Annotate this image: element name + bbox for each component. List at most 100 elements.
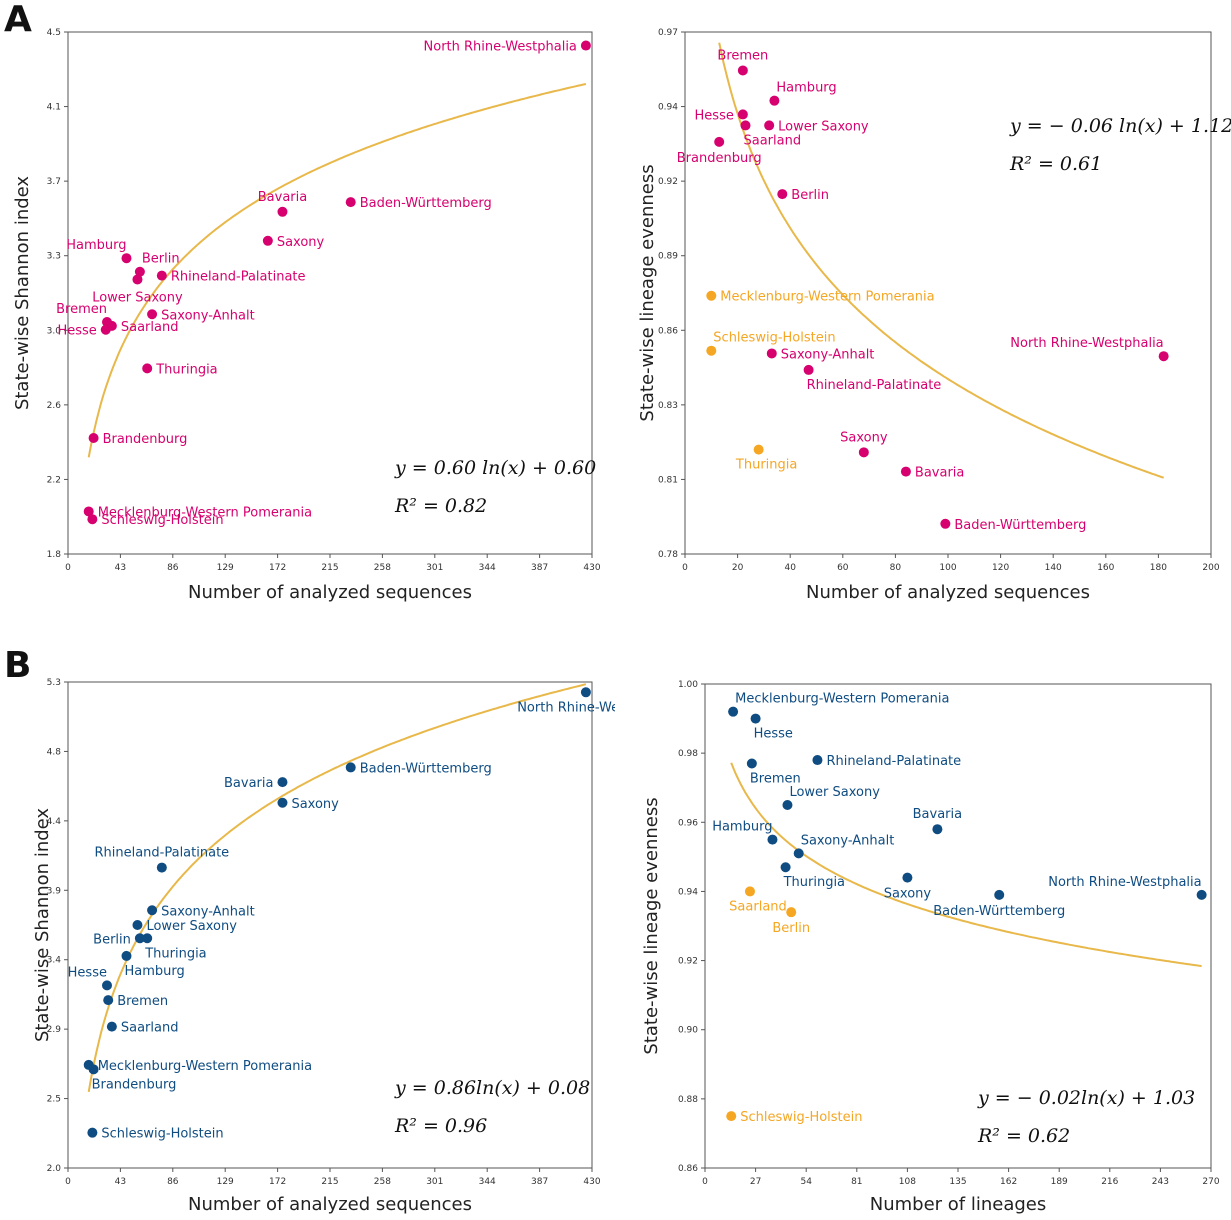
point-lower-saxony	[764, 120, 775, 131]
point-hesse	[100, 324, 111, 335]
point-thuringia	[142, 363, 153, 374]
point-saarland	[744, 886, 755, 897]
log-fit-curve	[730, 762, 1202, 968]
x-tick-label: 301	[426, 1177, 443, 1187]
point-bavaria	[277, 206, 288, 217]
label-mecklenburg-western-pomerania: Mecklenburg-Western Pomerania	[735, 692, 949, 707]
label-bremen: Bremen	[717, 48, 768, 63]
y-tick-label: 0.78	[658, 550, 678, 560]
log-fit-curve	[718, 42, 1164, 479]
x-tick-label: 135	[949, 1177, 966, 1187]
y-tick-label: 0.92	[658, 177, 678, 187]
point-saxony-anhalt	[147, 309, 158, 320]
y-tick-label: 0.89	[658, 252, 678, 262]
x-tick-label: 243	[1152, 1177, 1169, 1187]
label-north-rhine-westphalia: North Rhine-Westphalia	[1010, 336, 1163, 351]
label-thuringia: Thuringia	[783, 875, 845, 890]
x-tick-label: 270	[1202, 1177, 1219, 1187]
fit-r-squared: R² = 0.82	[394, 495, 487, 517]
point-saxony-anhalt	[793, 848, 804, 859]
point-lower-saxony	[132, 274, 143, 285]
point-schleswig-holstein	[706, 345, 717, 356]
label-saarland: Saarland	[743, 133, 801, 148]
x-axis-label: Number of analyzed sequences	[188, 1194, 472, 1215]
point-berlin	[134, 933, 145, 944]
fit-r-squared: R² = 0.96	[394, 1115, 487, 1137]
point-mecklenburg-western-pomerania	[706, 290, 717, 301]
label-saxony-anhalt: Saxony-Anhalt	[161, 308, 255, 323]
y-tick-label: 5.3	[47, 678, 61, 688]
label-lower-saxony: Lower Saxony	[789, 785, 880, 800]
label-berlin: Berlin	[791, 188, 829, 203]
y-tick-label: 0.88	[678, 1095, 698, 1105]
point-brandenburg	[88, 433, 99, 443]
y-tick-label: 0.86	[678, 1164, 698, 1174]
label-berlin: Berlin	[142, 252, 180, 267]
point-brandenburg	[714, 136, 725, 147]
fit-equation: y = 0.60 ln(x) + 0.60	[394, 457, 596, 479]
x-tick-label: 120	[992, 563, 1009, 573]
point-schleswig-holstein	[87, 514, 98, 525]
label-saxony: Saxony	[884, 887, 932, 902]
y-tick-label: 4.5	[47, 28, 61, 38]
label-saxony: Saxony	[291, 797, 339, 812]
point-lower-saxony	[782, 800, 793, 810]
point-hesse	[750, 713, 761, 724]
point-bavaria	[932, 824, 943, 835]
x-tick-label: 81	[851, 1177, 862, 1187]
label-baden-wurttemberg: Baden-Württemberg	[360, 196, 492, 211]
label-berlin: Berlin	[772, 921, 810, 936]
label-saxony-anhalt: Saxony-Anhalt	[781, 347, 875, 362]
label-schleswig-holstein: Schleswig-Holstein	[740, 1110, 862, 1125]
point-saarland	[106, 1021, 117, 1032]
x-tick-label: 129	[217, 1177, 234, 1187]
label-saxony-anhalt: Saxony-Anhalt	[161, 904, 255, 919]
fit-r-squared: R² = 0.62	[977, 1125, 1070, 1147]
x-tick-label: 140	[1045, 563, 1062, 573]
label-bremen: Bremen	[117, 994, 168, 1009]
label-bremen: Bremen	[56, 302, 107, 317]
x-tick-label: 301	[426, 563, 443, 573]
label-saxony: Saxony	[277, 235, 325, 250]
y-tick-label: 3.4	[47, 956, 62, 966]
x-tick-label: 344	[479, 563, 496, 573]
label-schleswig-holstein: Schleswig-Holstein	[101, 513, 223, 528]
label-saarland: Saarland	[729, 899, 787, 914]
y-tick-label: 4.4	[47, 817, 62, 827]
label-lower-saxony: Lower Saxony	[92, 290, 183, 305]
y-tick-label: 2.5	[47, 1095, 61, 1105]
log-fit-curve	[87, 683, 587, 1093]
label-hamburg: Hamburg	[776, 81, 836, 96]
y-tick-label: 3.7	[47, 177, 61, 187]
x-tick-label: 54	[800, 1177, 812, 1187]
point-berlin	[777, 189, 788, 200]
point-thuringia	[780, 862, 791, 873]
y-tick-label: 0.98	[678, 749, 698, 759]
label-thuringia: Thuringia	[735, 458, 797, 473]
y-axis-label: State-wise lineage evenness	[637, 164, 658, 421]
point-baden-wurttemberg	[345, 197, 356, 208]
x-tick-label: 129	[217, 563, 234, 573]
label-saxony-anhalt: Saxony-Anhalt	[801, 833, 895, 848]
y-tick-label: 2.6	[47, 401, 62, 411]
y-tick-label: 0.83	[658, 401, 678, 411]
y-tick-label: 4.1	[47, 103, 61, 113]
panel-letter-a: A	[4, 0, 32, 40]
x-tick-label: 172	[269, 1177, 286, 1187]
x-tick-label: 0	[702, 1177, 708, 1187]
point-hamburg	[767, 834, 778, 845]
point-rhineland-palatinate	[812, 755, 823, 766]
point-saxony-anhalt	[147, 905, 158, 916]
point-rhineland-palatinate	[803, 364, 814, 375]
log-fit-curve	[87, 83, 587, 458]
y-tick-label: 0.86	[658, 326, 678, 336]
label-mecklenburg-western-pomerania: Mecklenburg-Western Pomerania	[720, 290, 934, 305]
point-rhineland-palatinate	[156, 862, 167, 873]
point-saxony-anhalt	[766, 348, 777, 359]
y-tick-label: 0.94	[678, 887, 698, 897]
x-tick-label: 0	[682, 563, 688, 573]
x-tick-label: 387	[531, 1177, 548, 1187]
label-north-rhine-westphalia: North Rhine-Westphalia	[517, 700, 615, 715]
point-thuringia	[142, 933, 153, 944]
x-tick-label: 86	[167, 1177, 179, 1187]
